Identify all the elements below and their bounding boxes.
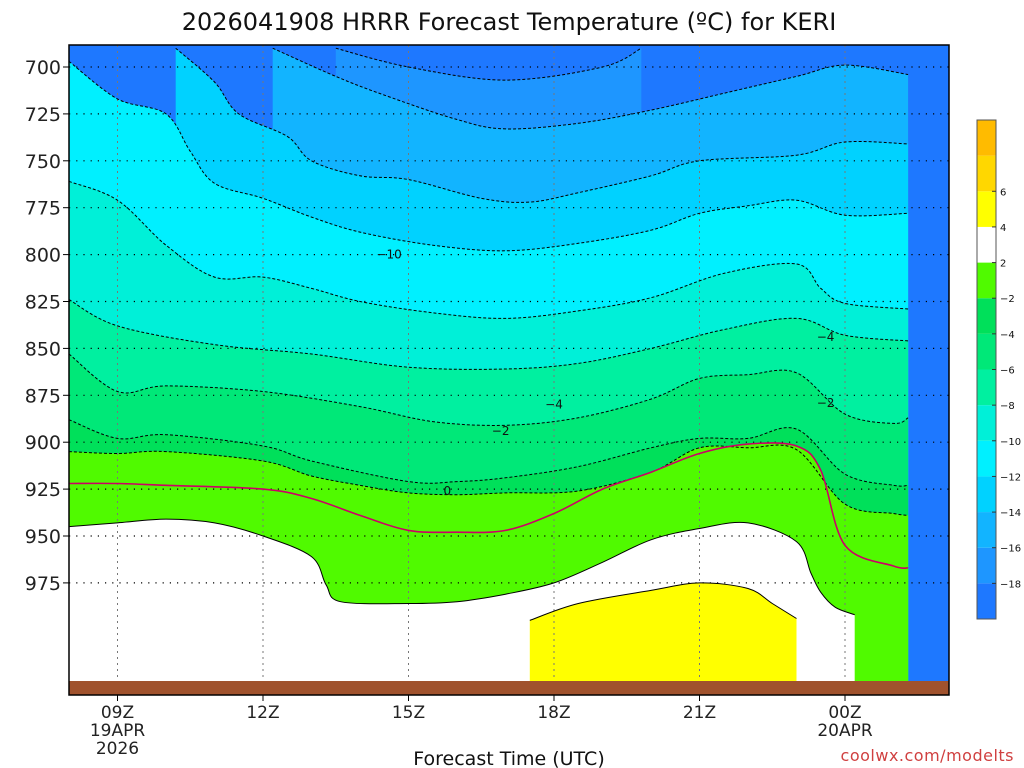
isotherm-4 bbox=[529, 582, 797, 621]
y-tick-label: 925 bbox=[25, 479, 61, 501]
isotherm--2 bbox=[69, 444, 909, 516]
chart-title: 2026041908 HRRR Forecast Temperature (ºC… bbox=[182, 8, 837, 36]
isotherm-label: −2 bbox=[817, 396, 835, 410]
colorbar-segment bbox=[977, 440, 996, 477]
colorbar-label: −12 bbox=[1000, 472, 1021, 483]
y-tick-label: 875 bbox=[25, 385, 61, 407]
ground-strip bbox=[69, 681, 949, 695]
temperature-fill-bands bbox=[69, 45, 949, 695]
colorbar-segment bbox=[977, 333, 996, 370]
colorbar-label: 2 bbox=[1000, 259, 1006, 270]
colorbar-label: −18 bbox=[1000, 579, 1021, 590]
colorbar-segment bbox=[977, 369, 996, 406]
colorbar-label: −14 bbox=[1000, 508, 1021, 519]
isotherm--8 bbox=[69, 299, 909, 370]
colorbar-label: 6 bbox=[1000, 187, 1006, 198]
colorbar-segment bbox=[977, 476, 996, 513]
fill-band-above-4 bbox=[529, 582, 797, 695]
colorbar-label: −2 bbox=[1000, 294, 1015, 305]
colorbar-segment bbox=[977, 298, 996, 334]
colorbar-segment bbox=[977, 191, 996, 227]
y-tick-label: 800 bbox=[25, 245, 61, 267]
isotherm--10 bbox=[69, 180, 909, 319]
x-tick-label: 21Z bbox=[683, 703, 716, 723]
isotherm--4 bbox=[69, 419, 909, 487]
x-tick-label: 00Z bbox=[828, 703, 861, 723]
x-tick-label: 19APR bbox=[90, 721, 146, 741]
plot-frame bbox=[68, 44, 950, 696]
colorbar-segment bbox=[977, 405, 996, 441]
x-tick-label: 12Z bbox=[246, 703, 279, 723]
y-tick-label: 975 bbox=[25, 573, 61, 595]
x-tick-label: 18Z bbox=[537, 703, 570, 723]
colorbar: −18 −16 −14 −12 −10 −8 −6 −4 −2 2 4 6 bbox=[976, 119, 1021, 620]
isotherm-lines bbox=[69, 47, 909, 621]
isotherm-label: −4 bbox=[817, 330, 835, 344]
colorbar-segment bbox=[977, 226, 996, 263]
credit-text: coolwx.com/modelts bbox=[841, 746, 1014, 765]
y-tick-label: 900 bbox=[25, 432, 61, 454]
colorbar-segment bbox=[977, 512, 996, 548]
colorbar-segment bbox=[977, 155, 996, 192]
colorbar-label: 4 bbox=[1000, 223, 1006, 234]
colorbar-segment bbox=[977, 120, 996, 156]
isotherm-label: −10 bbox=[376, 248, 401, 262]
colorbar-label: −8 bbox=[1000, 401, 1015, 412]
y-tick-label: 950 bbox=[25, 526, 61, 548]
isotherm-0 bbox=[69, 442, 909, 570]
colorbar-label: −6 bbox=[1000, 366, 1015, 377]
isotherm-labels: −10 −4 −4 −2 −2 0 bbox=[376, 248, 834, 498]
y-tick-label: 850 bbox=[25, 338, 61, 360]
x-tick-label: 15Z bbox=[392, 703, 425, 723]
pressure-axis: 700 725 750 775 800 825 850 875 900 925 950 975 bbox=[25, 57, 69, 595]
x-tick-label: 2026 bbox=[96, 739, 139, 759]
colorbar-label: −4 bbox=[1000, 330, 1015, 341]
isotherm--14 bbox=[175, 47, 909, 203]
isotherm-2 bbox=[69, 518, 855, 616]
y-tick-label: 750 bbox=[25, 151, 61, 173]
colorbar-segment bbox=[977, 583, 996, 619]
colorbar-label: −10 bbox=[1000, 437, 1021, 448]
isotherm-label: −4 bbox=[545, 398, 563, 412]
x-tick-label: 20APR bbox=[817, 721, 873, 741]
y-tick-label: 775 bbox=[25, 198, 61, 220]
colorbar-segment bbox=[977, 547, 996, 584]
y-tick-label: 825 bbox=[25, 292, 61, 314]
isotherm--16 bbox=[272, 47, 909, 130]
y-tick-label: 700 bbox=[25, 57, 61, 79]
isotherm--12 bbox=[69, 61, 909, 252]
x-axis-title: Forecast Time (UTC) bbox=[413, 748, 604, 768]
isotherm-label: 0 bbox=[443, 484, 451, 498]
x-tick-label: 09Z bbox=[101, 703, 134, 723]
colorbar-label: −16 bbox=[1000, 544, 1021, 555]
grid-lines bbox=[69, 45, 949, 695]
y-tick-label: 725 bbox=[25, 104, 61, 126]
isotherm--18 bbox=[335, 47, 642, 81]
colorbar-segment bbox=[977, 262, 996, 299]
isotherm-label: −2 bbox=[492, 424, 510, 438]
